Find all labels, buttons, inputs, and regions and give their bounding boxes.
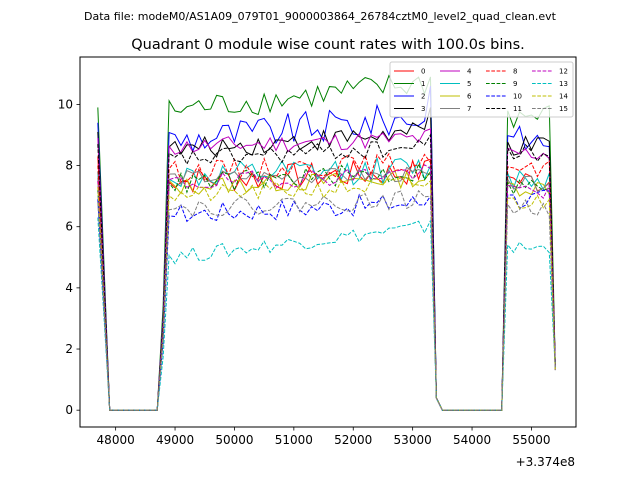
series-layer [97, 74, 556, 411]
series-line-15 [97, 189, 556, 411]
y-tick-label: 0 [65, 403, 73, 417]
x-tick-label: 51000 [275, 433, 313, 447]
legend-label-9: 9 [513, 80, 517, 88]
legend-label-8: 8 [513, 68, 517, 76]
y-tick-label: 6 [65, 220, 73, 234]
y-tick-label: 4 [65, 281, 73, 295]
legend-label-7: 7 [467, 105, 471, 113]
y-tick-label: 2 [65, 342, 73, 356]
legend-box [389, 61, 574, 118]
x-tick-label: 50000 [215, 433, 253, 447]
legend-label-15: 15 [559, 105, 568, 113]
plot-frame [79, 56, 577, 428]
legend-label-13: 13 [559, 80, 568, 88]
x-tick-label: 55000 [512, 433, 550, 447]
legend-label-6: 6 [467, 93, 472, 101]
chart-suptitle: Data file: modeM0/AS1A09_079T01_90000038… [84, 10, 557, 23]
x-tick-label: 53000 [394, 433, 432, 447]
chart-title: Quadrant 0 module wise count rates with … [131, 37, 525, 53]
x-tick-label: 48000 [97, 433, 135, 447]
y-tick-label: 8 [65, 159, 73, 173]
legend-label-1: 1 [421, 80, 425, 88]
y-tick-label: 10 [58, 97, 73, 111]
legend-label-4: 4 [467, 68, 472, 76]
x-offset-label: +3.374e8 [516, 455, 575, 469]
x-tick-label: 52000 [334, 433, 372, 447]
legend-label-10: 10 [513, 93, 522, 101]
legend-label-11: 11 [513, 105, 522, 113]
x-tick-label: 54000 [453, 433, 491, 447]
legend-label-0: 0 [421, 68, 425, 76]
legend-label-2: 2 [421, 93, 425, 101]
legend-label-3: 3 [421, 105, 425, 113]
x-tick-label: 49000 [156, 433, 194, 447]
legend-label-5: 5 [467, 80, 471, 88]
legend-label-12: 12 [559, 68, 568, 76]
legend-label-14: 14 [559, 93, 568, 101]
axes-layer: 48000 49000 50000 51000 52000 53000 54000 55000… [58, 97, 551, 447]
